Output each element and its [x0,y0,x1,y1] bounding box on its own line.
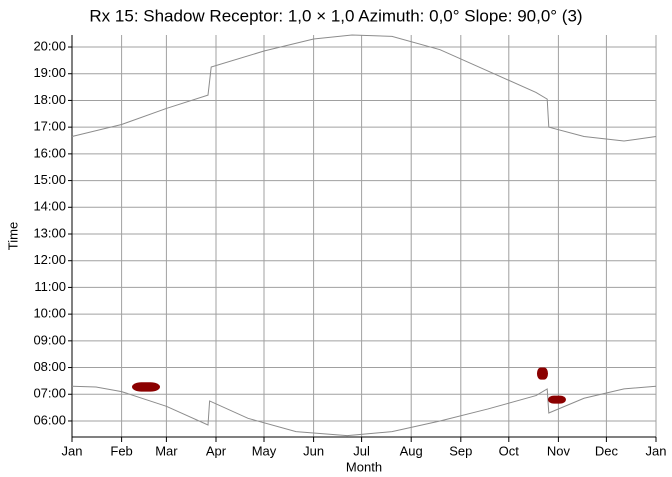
y-axis-label: Time [5,222,20,250]
y-tick-label: 20:00 [33,38,66,53]
x-tick-label: Jan [646,443,667,458]
y-tick-label: 19:00 [33,65,66,80]
x-tick-label: Aug [400,443,423,458]
y-tick-label: 06:00 [33,412,66,427]
y-tick-label: 07:00 [33,386,66,401]
plot-area [72,35,656,437]
y-tick-label: 15:00 [33,172,66,187]
shadow-area [132,382,160,392]
x-tick-label: Mar [155,443,178,458]
y-tick-label: 12:00 [33,252,66,267]
x-tick-label: Nov [547,443,571,458]
y-tick-label: 18:00 [33,92,66,107]
y-tick-label: 14:00 [33,199,66,214]
y-tick-label: 16:00 [33,145,66,160]
x-tick-label: Jul [353,443,370,458]
series-line [71,34,657,142]
y-tick-label: 17:00 [33,119,66,134]
shadow-area [548,395,566,404]
y-tick-label: 08:00 [33,359,66,374]
series-line [71,385,657,437]
y-tick-label: 10:00 [33,306,66,321]
x-tick-label: May [252,443,277,458]
x-tick-label: Apr [206,443,227,458]
y-tick-label: 11:00 [34,279,66,294]
shadow-area [536,367,548,380]
x-tick-label: Sep [449,443,472,458]
chart-title: Rx 15: Shadow Receptor: 1,0 × 1,0 Azimut… [89,6,582,25]
x-axis-label: Month [346,459,382,474]
x-tick-label: Oct [499,443,520,458]
x-tick-label: Feb [110,443,132,458]
x-tick-label: Dec [595,443,619,458]
y-tick-label: 13:00 [33,225,66,240]
y-tick-label: 09:00 [33,332,66,347]
x-tick-label: Jan [62,443,83,458]
x-tick-label: Jun [303,443,324,458]
